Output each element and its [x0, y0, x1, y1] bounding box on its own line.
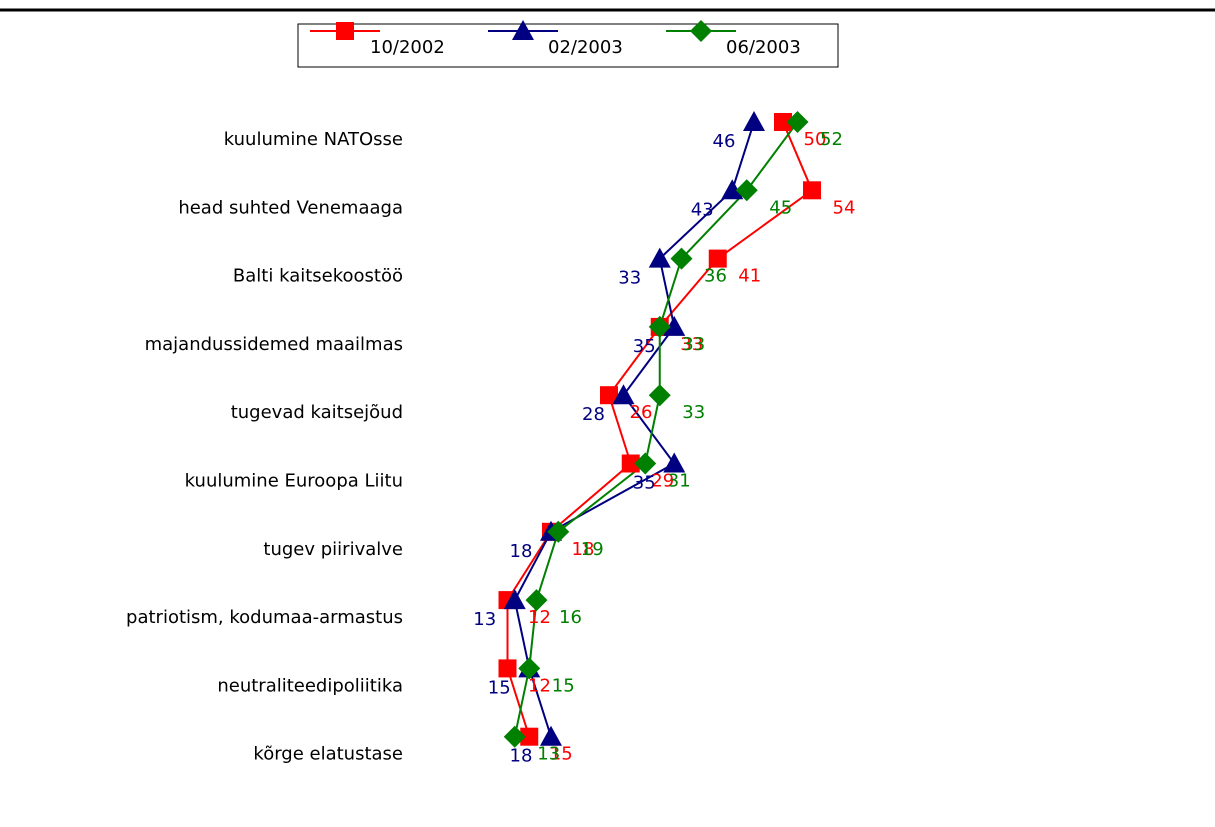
- category-label: head suhted Venemaaga: [178, 197, 403, 218]
- category-label: tugevad kaitsejõud: [231, 402, 403, 423]
- data-label: 43: [691, 199, 714, 220]
- data-label: 33: [618, 268, 641, 289]
- data-label: 33: [680, 334, 703, 355]
- data-label: 28: [582, 404, 605, 425]
- series-line: [513, 121, 755, 738]
- legend-label: 10/2002: [370, 37, 445, 58]
- data-label: 50: [804, 129, 827, 150]
- marker: [634, 452, 657, 475]
- data-label: 52: [820, 129, 843, 150]
- series-line: [506, 121, 814, 738]
- marker: [520, 727, 539, 746]
- data-label: 19: [581, 539, 604, 560]
- category-label: majandussidemed maailmas: [145, 334, 403, 355]
- marker: [803, 181, 821, 200]
- marker: [743, 111, 765, 131]
- category-label: kõrge elatustase: [253, 744, 403, 765]
- marker: [663, 452, 686, 473]
- marker: [600, 386, 618, 405]
- category-label: neutraliteedipoliitika: [217, 675, 403, 696]
- data-label: 33: [682, 334, 705, 355]
- data-label: 18: [510, 746, 533, 767]
- series-line: [513, 121, 799, 737]
- marker: [512, 20, 534, 40]
- category-label: kuulumine Euroopa Liitu: [185, 471, 403, 492]
- marker: [525, 589, 548, 612]
- category-label: Balti kaitsekoostöö: [233, 266, 403, 287]
- marker: [498, 659, 517, 678]
- marker: [612, 384, 635, 405]
- data-label: 18: [510, 541, 533, 562]
- data-label: 35: [633, 336, 656, 357]
- data-label: 18: [572, 539, 595, 560]
- marker: [336, 22, 354, 40]
- marker: [621, 454, 640, 473]
- data-label: 36: [704, 266, 727, 287]
- marker: [547, 520, 570, 543]
- data-label: 26: [630, 402, 653, 423]
- marker: [708, 249, 727, 268]
- data-label: 15: [488, 677, 511, 698]
- data-label: 54: [833, 197, 856, 218]
- marker: [721, 179, 744, 200]
- data-label: 15: [552, 675, 575, 696]
- marker: [786, 111, 809, 133]
- data-label: 12: [528, 607, 551, 628]
- marker: [503, 589, 526, 610]
- data-label: 46: [713, 131, 736, 152]
- data-label: 33: [682, 402, 705, 423]
- data-label: 12: [528, 675, 551, 696]
- data-label: 41: [738, 266, 761, 287]
- marker: [735, 179, 758, 202]
- data-label: 13: [537, 744, 560, 765]
- marker: [503, 725, 526, 748]
- marker: [648, 384, 671, 407]
- data-label: 31: [668, 471, 691, 492]
- marker: [648, 247, 671, 268]
- category-label: tugev piirivalve: [263, 539, 403, 560]
- marker: [774, 113, 792, 131]
- category-label: kuulumine NATOsse: [224, 129, 403, 150]
- category-label: patriotism, kodumaa-armastus: [126, 607, 403, 628]
- legend-label: 06/2003: [726, 37, 801, 58]
- data-label: 13: [473, 609, 496, 630]
- data-label: 29: [651, 471, 674, 492]
- data-label: 45: [769, 197, 792, 218]
- marker: [518, 657, 541, 680]
- legend-box: [297, 23, 839, 68]
- data-label: 15: [550, 744, 573, 765]
- legend-label: 02/2003: [548, 37, 623, 58]
- data-label: 16: [559, 607, 582, 628]
- marker: [690, 20, 712, 42]
- marker: [648, 315, 671, 338]
- marker: [663, 315, 686, 336]
- marker: [540, 725, 562, 746]
- data-label: 35: [633, 473, 656, 494]
- marker: [670, 247, 693, 270]
